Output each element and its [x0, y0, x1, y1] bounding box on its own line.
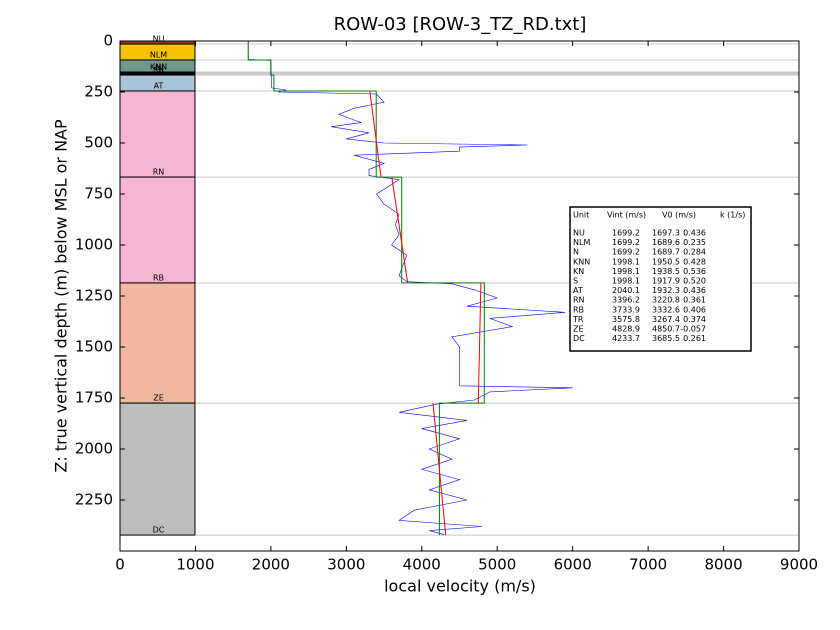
table-cell: 1917.9: [652, 277, 680, 286]
table-cell: 3685.5: [652, 334, 680, 343]
table-cell: 3733.9: [612, 305, 640, 314]
series-line: [248, 41, 573, 535]
table-cell: 0.436: [683, 286, 706, 295]
y-tick-label: 2250: [75, 491, 113, 509]
table-cell: RB: [573, 305, 584, 314]
table-cell: RN: [573, 296, 585, 305]
table-header: Unit: [573, 211, 589, 220]
table-cell: 3220.8: [652, 296, 680, 305]
x-tick-label: 5000: [478, 556, 516, 574]
table-cell: 0.361: [683, 296, 706, 305]
table-box: [569, 206, 752, 352]
x-tick-label: 7000: [629, 556, 667, 574]
table-cell: 0.536: [683, 267, 706, 276]
table-cell: 0.235: [683, 238, 706, 247]
table-cell: NU: [573, 229, 585, 238]
y-axis-label: Z: true vertical depth (m) below MSL or …: [52, 119, 71, 473]
table-cell: 4828.9: [612, 325, 640, 334]
table-cell: 1697.3: [652, 229, 680, 238]
layer-label: S: [156, 66, 161, 75]
layer: [119, 176, 196, 284]
table-cell: 1699.2: [612, 238, 640, 247]
layer-label: ZE: [153, 394, 164, 403]
table-cell: TR: [572, 315, 584, 324]
x-tick-label: 3000: [327, 556, 365, 574]
y-tick-label: 250: [84, 83, 113, 101]
table-cell: ZE: [573, 325, 584, 334]
table-cell: AT: [573, 286, 583, 295]
layer-label: KN: [153, 65, 164, 74]
chart-title: ROW-03 [ROW-3_TZ_RD.txt]: [334, 14, 587, 35]
layer: [119, 402, 196, 536]
series-line: [369, 90, 482, 536]
x-tick-label: 2000: [252, 556, 290, 574]
layer-label: NU: [153, 35, 165, 44]
y-tick-label: 1000: [75, 236, 113, 254]
table-cell: 2040.1: [612, 286, 640, 295]
layer: [119, 282, 196, 404]
table-cell: 0.374: [683, 315, 706, 324]
table-cell: 3575.8: [612, 315, 640, 324]
x-tick-label: 4000: [403, 556, 441, 574]
table-cell: 0.436: [683, 229, 706, 238]
table-cell: 0.284: [683, 248, 706, 257]
layer: [119, 90, 196, 178]
table-cell: 1998.1: [612, 267, 640, 276]
table-cell: 1689.6: [652, 238, 680, 247]
layer-label: N: [156, 64, 162, 73]
layer-label: NLM: [150, 50, 167, 59]
table-cell: N: [573, 248, 579, 257]
table-cell: 0.520: [683, 277, 706, 286]
x-tick-label: 6000: [554, 556, 592, 574]
layer-label: RN: [153, 168, 165, 177]
table-header: Vint (m/s): [607, 211, 646, 220]
y-tick-label: 750: [84, 185, 113, 203]
y-tick-label: 500: [84, 134, 113, 152]
table-cell: 3267.4: [652, 315, 680, 324]
y-tick-label: 0: [103, 32, 113, 50]
table-cell: 0.406: [683, 305, 706, 314]
table-cell: S: [573, 277, 578, 286]
table-cell: 0.261: [683, 334, 706, 343]
x-tick-label: 9000: [780, 556, 818, 574]
table-cell: KNN: [573, 257, 590, 266]
y-tick-label: 1750: [75, 389, 113, 407]
table-cell: 1998.1: [612, 257, 640, 266]
x-tick-label: 0: [115, 556, 125, 574]
table-cell: 4233.7: [612, 334, 640, 343]
table-cell: 0.428: [683, 257, 706, 266]
table-header: V0 (m/s): [662, 211, 696, 220]
table-cell: -0.057: [680, 325, 706, 334]
y-tick-label: 1500: [75, 338, 113, 356]
table-cell: 1938.5: [652, 267, 680, 276]
table-cell: 1932.3: [652, 286, 680, 295]
table-cell: 3396.2: [612, 296, 640, 305]
x-tick-label: 1000: [176, 556, 214, 574]
table-cell: 1689.7: [652, 248, 680, 257]
table-cell: KN: [573, 267, 584, 276]
table-cell: 1699.2: [612, 229, 640, 238]
series-line: [247, 41, 485, 536]
layer-label: AT: [154, 81, 164, 90]
table-cell: DC: [573, 334, 585, 343]
table-cell: 1699.2: [612, 248, 640, 257]
y-tick-label: 1250: [75, 287, 113, 305]
table-cell: 3332.6: [652, 305, 680, 314]
layer-label: DC: [153, 526, 165, 535]
table-cell: NLM: [573, 238, 590, 247]
table-header: k (1/s): [720, 211, 745, 220]
table-cell: 4850.7: [652, 325, 680, 334]
x-tick-label: 8000: [704, 556, 742, 574]
x-axis-label: local velocity (m/s): [384, 577, 536, 596]
layer-label: KNN: [150, 63, 167, 72]
table-cell: 1998.1: [612, 277, 640, 286]
table-cell: 1950.5: [652, 257, 680, 266]
layer-label: RB: [153, 273, 164, 282]
y-tick-label: 2000: [75, 440, 113, 458]
